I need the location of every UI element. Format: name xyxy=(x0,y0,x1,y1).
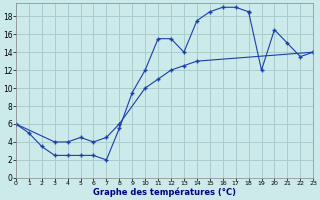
X-axis label: Graphe des températures (°C): Graphe des températures (°C) xyxy=(93,188,236,197)
